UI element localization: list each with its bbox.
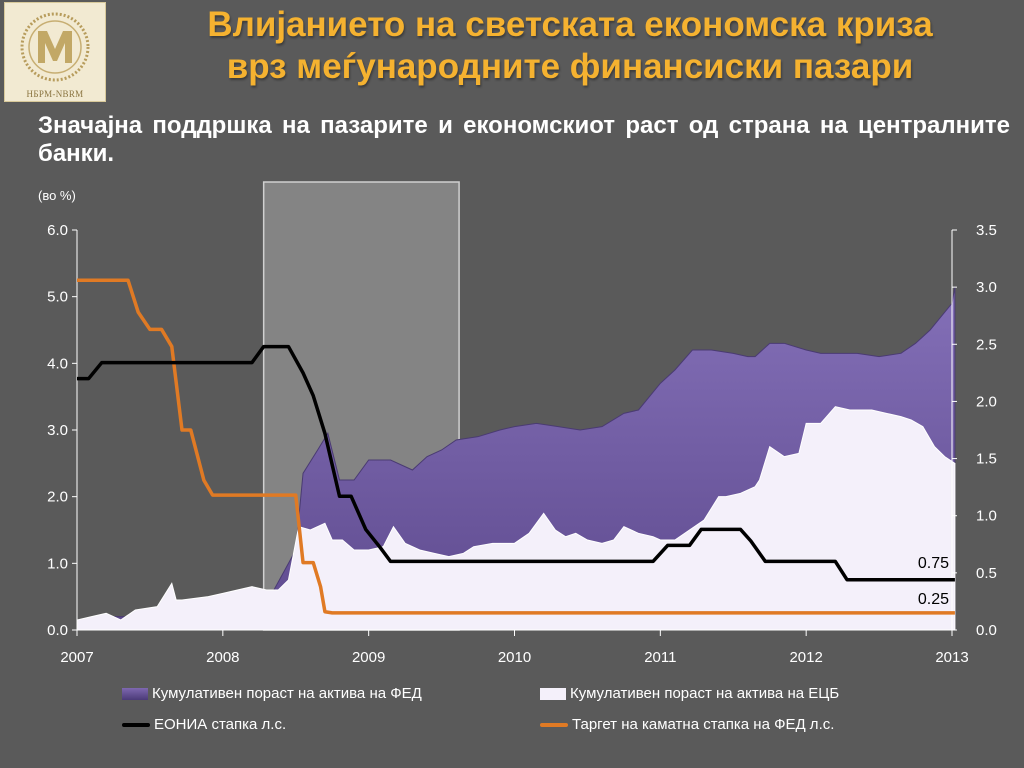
y-right-tick-label: 3.0 <box>976 279 997 296</box>
x-tick-label: 2009 <box>352 649 385 666</box>
x-tick-label: 2011 <box>644 649 676 666</box>
y-right-tick-label: 1.0 <box>976 508 997 525</box>
slide-subtitle: Значајна поддршка на пазарите и економск… <box>38 112 1010 167</box>
unit-label: (во %) <box>38 188 76 203</box>
legend-swatch-fed-target <box>540 723 568 727</box>
legend-swatch-fed <box>122 688 148 700</box>
y-right-tick-label: 3.5 <box>976 222 997 239</box>
y-left-tick-label: 4.0 <box>47 355 68 372</box>
y-left-tick-label: 1.0 <box>47 555 68 572</box>
annotation-fed-target-value: 0.25 <box>918 591 949 608</box>
y-right-tick-label: 1.5 <box>976 451 997 468</box>
title-line-1: Влијанието на светската економска криза <box>207 5 933 44</box>
y-left-tick-label: 0.0 <box>47 622 68 639</box>
series-fed-target-line <box>77 278 955 615</box>
legend-item-eonia: ЕОНИА стапка л.с. <box>122 716 286 734</box>
slide-title: Влијанието на светската економска криза … <box>120 4 1020 88</box>
x-tick-label: 2013 <box>935 649 968 666</box>
legend-item-ecb-assets: Кумулативен пораст на актива на ЕЦБ <box>540 685 839 703</box>
title-line-2: врз меѓународните финансиски пазари <box>226 47 914 86</box>
y-right-tick-label: 0.0 <box>976 622 997 639</box>
y-right-tick-label: 2.0 <box>976 393 997 410</box>
y-left-tick-label: 6.0 <box>47 222 68 239</box>
legend-swatch-eonia <box>122 723 150 727</box>
series-ecb-assets-area <box>76 406 956 631</box>
annotation-eonia-value: 0.75 <box>918 555 949 572</box>
nbrm-seal-icon <box>20 12 90 82</box>
x-tick-label: 2012 <box>789 649 822 666</box>
legend-label-ecb-assets: Кумулативен пораст на актива на ЕЦБ <box>570 685 840 702</box>
x-tick-label: 2007 <box>60 649 93 666</box>
legend-label-eonia: ЕОНИА стапка л.с. <box>154 716 287 733</box>
y-left-tick-label: 2.0 <box>47 489 68 506</box>
legend-swatch-ecb <box>540 688 566 700</box>
x-tick-label: 2008 <box>206 649 239 666</box>
legend-item-fed-assets: Кумулативен пораст на актива на ФЕД <box>122 685 422 703</box>
legend-label-fed-target: Таргет на каматна стапка на ФЕД л.с. <box>572 716 835 733</box>
x-tick-label: 2010 <box>498 649 531 666</box>
series-eonia-line <box>77 344 955 582</box>
y-left-tick-label: 3.0 <box>47 422 68 439</box>
y-left-tick-label: 5.0 <box>47 289 68 306</box>
logo-caption: НБРМ-NBRM <box>26 89 84 99</box>
y-right-tick-label: 2.5 <box>976 336 997 353</box>
nbrm-logo: НБРМ-NBRM <box>4 2 106 102</box>
legend-item-fed-target: Таргет на каматна стапка на ФЕД л.с. <box>540 716 834 734</box>
legend-label-fed-assets: Кумулативен пораст на актива на ФЕД <box>152 685 422 702</box>
y-right-tick-label: 0.5 <box>976 565 997 582</box>
